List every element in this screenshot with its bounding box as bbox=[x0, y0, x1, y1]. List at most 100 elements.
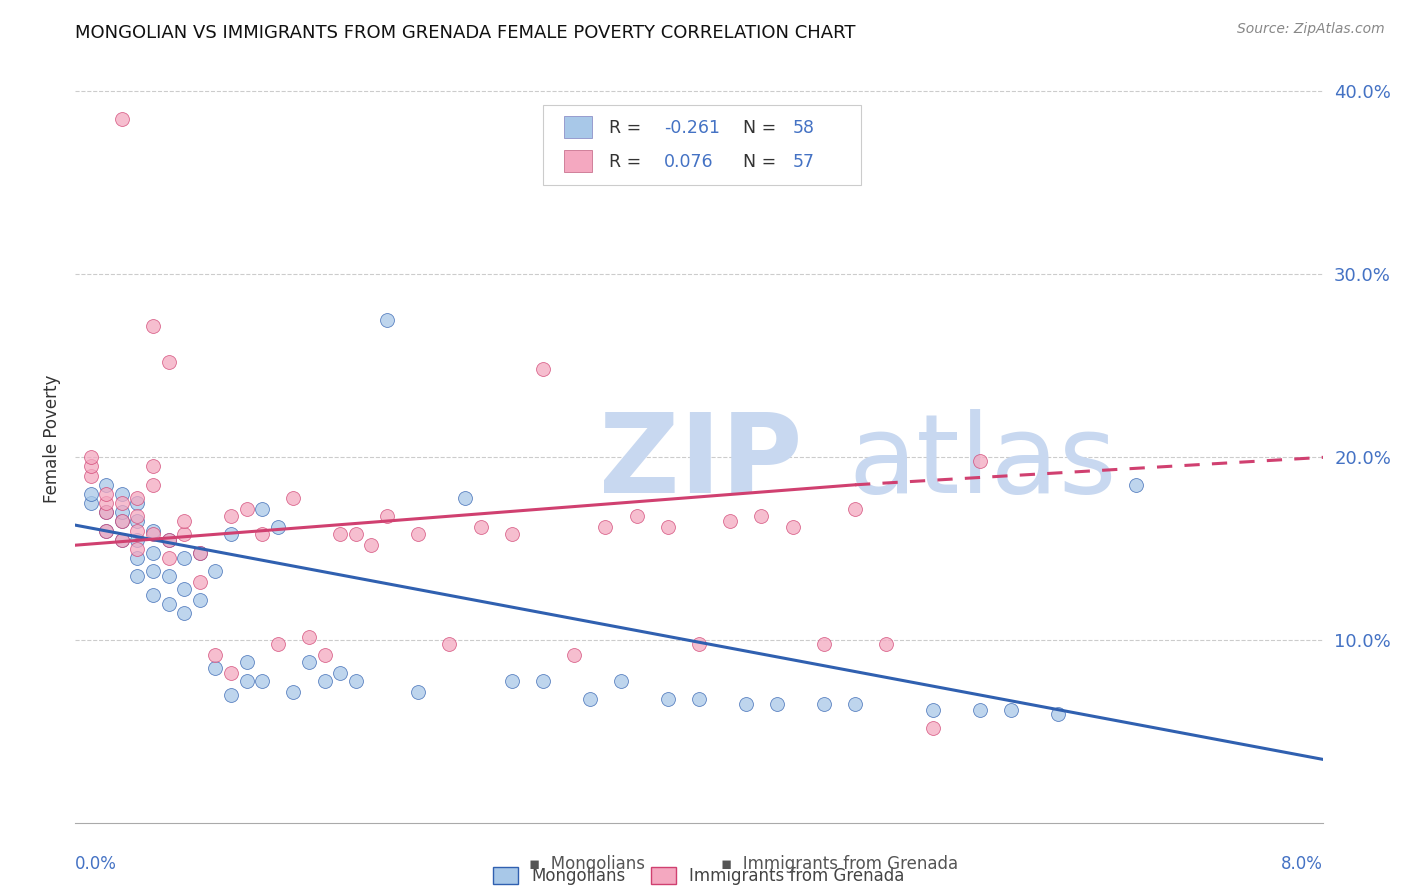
Point bbox=[111, 533, 134, 547]
Point bbox=[111, 515, 134, 529]
Point bbox=[142, 527, 165, 541]
Point bbox=[283, 491, 305, 505]
Point bbox=[360, 538, 382, 552]
Point bbox=[111, 496, 134, 510]
Text: N =: N = bbox=[742, 119, 782, 137]
Point bbox=[439, 637, 461, 651]
Point bbox=[734, 698, 756, 712]
Point bbox=[219, 508, 242, 523]
Point bbox=[562, 648, 585, 662]
Point bbox=[142, 564, 165, 578]
Text: 0.0%: 0.0% bbox=[75, 855, 117, 872]
Point bbox=[922, 703, 945, 717]
Point bbox=[142, 318, 165, 333]
Text: Source: ZipAtlas.com: Source: ZipAtlas.com bbox=[1237, 22, 1385, 37]
Point bbox=[782, 520, 804, 534]
Point bbox=[96, 524, 118, 538]
Point bbox=[142, 524, 165, 538]
Point bbox=[111, 505, 134, 519]
Point bbox=[344, 527, 367, 541]
Point bbox=[157, 597, 180, 611]
Point bbox=[298, 656, 321, 670]
Point bbox=[188, 545, 211, 559]
Point bbox=[610, 673, 633, 688]
Text: R =: R = bbox=[609, 119, 647, 137]
Point bbox=[188, 545, 211, 559]
Point bbox=[111, 515, 134, 529]
Point bbox=[454, 491, 477, 505]
Point bbox=[626, 508, 648, 523]
Text: atlas: atlas bbox=[849, 409, 1118, 516]
Point bbox=[111, 487, 134, 501]
Point bbox=[329, 527, 352, 541]
Point bbox=[127, 551, 149, 566]
Point bbox=[173, 582, 195, 596]
Point bbox=[922, 721, 945, 735]
FancyBboxPatch shape bbox=[543, 104, 862, 186]
Point bbox=[314, 648, 336, 662]
Point bbox=[1046, 706, 1069, 721]
Point bbox=[173, 527, 195, 541]
Point bbox=[188, 593, 211, 607]
Text: MONGOLIAN VS IMMIGRANTS FROM GRENADA FEMALE POVERTY CORRELATION CHART: MONGOLIAN VS IMMIGRANTS FROM GRENADA FEM… bbox=[75, 24, 855, 42]
Point bbox=[96, 487, 118, 501]
Point bbox=[157, 569, 180, 583]
Point bbox=[204, 648, 226, 662]
Point bbox=[142, 545, 165, 559]
Point bbox=[157, 533, 180, 547]
Point bbox=[219, 527, 242, 541]
Point bbox=[969, 454, 991, 468]
Point bbox=[96, 505, 118, 519]
Point bbox=[501, 673, 523, 688]
Point bbox=[406, 684, 429, 698]
Point bbox=[142, 459, 165, 474]
Point bbox=[127, 491, 149, 505]
Point bbox=[127, 508, 149, 523]
Text: ▪  Immigrants from Grenada: ▪ Immigrants from Grenada bbox=[721, 855, 957, 872]
Point bbox=[283, 684, 305, 698]
Point bbox=[406, 527, 429, 541]
Y-axis label: Female Poverty: Female Poverty bbox=[44, 375, 60, 503]
Text: 58: 58 bbox=[793, 119, 814, 137]
Point bbox=[127, 515, 149, 529]
Point bbox=[298, 630, 321, 644]
Point bbox=[79, 450, 101, 465]
Point bbox=[127, 541, 149, 556]
Point bbox=[375, 313, 398, 327]
Point bbox=[96, 477, 118, 491]
Point bbox=[813, 698, 835, 712]
Bar bbox=[564, 150, 592, 171]
Point bbox=[111, 533, 134, 547]
Point bbox=[250, 673, 273, 688]
Point bbox=[157, 355, 180, 369]
Point bbox=[470, 520, 492, 534]
Point bbox=[96, 505, 118, 519]
Point bbox=[235, 673, 257, 688]
Point bbox=[1000, 703, 1022, 717]
Point bbox=[173, 551, 195, 566]
Point bbox=[875, 637, 897, 651]
Point bbox=[157, 533, 180, 547]
Point bbox=[688, 692, 710, 706]
Point bbox=[96, 496, 118, 510]
Point bbox=[250, 501, 273, 516]
Point bbox=[969, 703, 991, 717]
Text: -0.261: -0.261 bbox=[664, 119, 720, 137]
Point bbox=[531, 362, 554, 376]
Point bbox=[142, 477, 165, 491]
Point bbox=[173, 606, 195, 620]
Point bbox=[235, 656, 257, 670]
Point bbox=[751, 508, 773, 523]
Point bbox=[79, 496, 101, 510]
Text: ▪  Mongolians: ▪ Mongolians bbox=[529, 855, 644, 872]
Point bbox=[219, 666, 242, 681]
Point bbox=[688, 637, 710, 651]
Point bbox=[79, 487, 101, 501]
Text: N =: N = bbox=[742, 153, 782, 170]
Bar bbox=[564, 116, 592, 138]
Point bbox=[578, 692, 600, 706]
Point bbox=[501, 527, 523, 541]
Point bbox=[250, 527, 273, 541]
Point bbox=[718, 515, 741, 529]
Point bbox=[142, 588, 165, 602]
